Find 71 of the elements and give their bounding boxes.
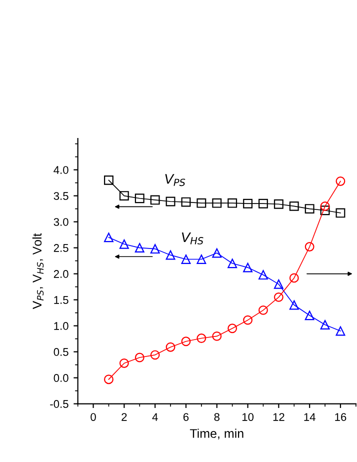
series-label: V$_{HS}$ (182, 232, 204, 244)
x-axis-title: Time, min (190, 428, 244, 440)
y-tick-label: 1.0 (54, 322, 68, 330)
point (150, 350, 160, 360)
point (134, 194, 144, 204)
point (134, 243, 144, 253)
point (150, 244, 160, 254)
y-tick-label: 4.0 (54, 166, 68, 174)
point (134, 352, 144, 362)
x-tick-label: 10 (242, 413, 254, 421)
x-tick-label: 6 (183, 413, 189, 421)
point (196, 334, 206, 343)
y-tick-label: 0.0 (54, 374, 68, 382)
point (289, 300, 299, 310)
point (196, 198, 206, 208)
point (320, 206, 330, 216)
series-label: V$_{PS}$ (165, 174, 186, 186)
point (304, 310, 314, 320)
point (212, 331, 222, 341)
point (104, 374, 114, 384)
point (119, 239, 129, 249)
y-tick-label: 1.5 (54, 296, 68, 304)
point (289, 273, 299, 283)
point (243, 262, 252, 272)
point (243, 198, 252, 208)
point (181, 336, 191, 346)
point (104, 175, 114, 185)
x-tick-label: 14 (304, 413, 316, 421)
point (320, 320, 330, 330)
point (336, 176, 346, 186)
x-tick-label: 8 (214, 413, 220, 421)
point (181, 197, 191, 207)
point (304, 204, 314, 214)
point (258, 305, 268, 315)
point (228, 258, 238, 268)
point (274, 279, 284, 289)
point (212, 248, 222, 258)
y-tick-label: 0.5 (54, 348, 68, 356)
point (166, 250, 176, 260)
point (336, 326, 346, 336)
point (274, 292, 284, 302)
point (166, 196, 176, 206)
point (150, 195, 160, 205)
y-tick-label: 3.5 (54, 192, 68, 200)
point (274, 199, 284, 209)
point (181, 254, 191, 264)
y-axis-title: V$_{PS}$, V$_{HS}$, Volt (32, 233, 44, 310)
y-tick-label: 3.0 (54, 218, 68, 226)
x-tick-label: 16 (335, 413, 346, 421)
point (258, 198, 268, 208)
point (166, 342, 176, 352)
y-tick-label: 2.5 (54, 244, 68, 252)
point (243, 315, 252, 325)
point (119, 358, 129, 368)
point (228, 198, 238, 208)
point (212, 198, 222, 208)
y-tick-label: -0.5 (50, 400, 68, 408)
x-tick-label: 2 (122, 413, 127, 421)
point (304, 242, 314, 252)
x-tick-label: 0 (90, 413, 96, 421)
point (258, 270, 268, 280)
x-tick-label: 12 (273, 413, 284, 421)
point (196, 254, 206, 264)
y-tick-label: 2.0 (54, 270, 68, 278)
point (336, 208, 346, 218)
point (289, 201, 299, 211)
x-tick-label: 4 (152, 413, 158, 421)
point (119, 191, 129, 201)
point (320, 201, 330, 211)
point (104, 232, 114, 242)
point (228, 324, 238, 334)
